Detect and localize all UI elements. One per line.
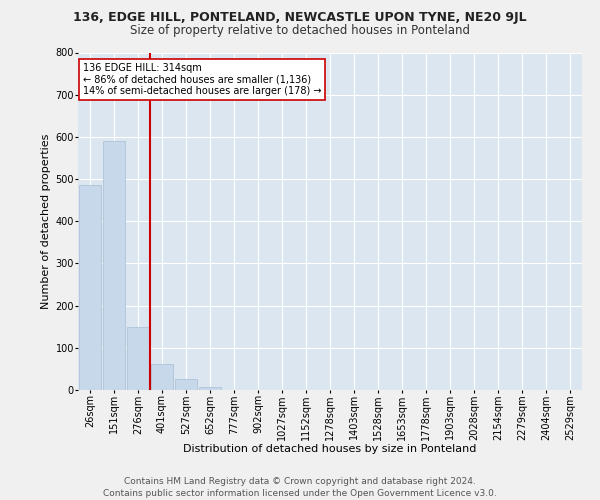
- Bar: [79, 186, 101, 390]
- Text: Size of property relative to detached houses in Ponteland: Size of property relative to detached ho…: [130, 24, 470, 37]
- Bar: [127, 326, 149, 390]
- Bar: [199, 386, 221, 390]
- Text: Contains HM Land Registry data © Crown copyright and database right 2024.
Contai: Contains HM Land Registry data © Crown c…: [103, 476, 497, 498]
- Bar: [151, 364, 173, 390]
- Bar: [103, 141, 125, 390]
- Text: 136 EDGE HILL: 314sqm
← 86% of detached houses are smaller (1,136)
14% of semi-d: 136 EDGE HILL: 314sqm ← 86% of detached …: [83, 62, 322, 96]
- Bar: [175, 380, 197, 390]
- Y-axis label: Number of detached properties: Number of detached properties: [41, 134, 51, 309]
- Text: 136, EDGE HILL, PONTELAND, NEWCASTLE UPON TYNE, NE20 9JL: 136, EDGE HILL, PONTELAND, NEWCASTLE UPO…: [73, 12, 527, 24]
- X-axis label: Distribution of detached houses by size in Ponteland: Distribution of detached houses by size …: [184, 444, 476, 454]
